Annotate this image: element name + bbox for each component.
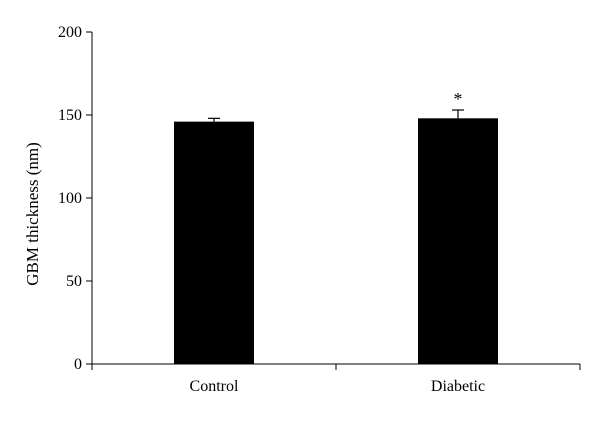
x-tick-label: Diabetic <box>431 378 485 395</box>
y-tick-label: 0 <box>74 356 82 373</box>
y-axis-title: GBM thickness (nm) <box>23 142 42 286</box>
x-tick-label: Control <box>190 378 239 395</box>
y-tick-label: 100 <box>58 190 82 207</box>
y-tick-label: 150 <box>58 107 82 124</box>
y-tick-label: 200 <box>58 24 82 41</box>
significance-marker: * <box>454 89 463 109</box>
bar-diabetic <box>418 118 498 364</box>
y-tick-label: 50 <box>66 273 82 290</box>
bar-control <box>174 121 254 364</box>
